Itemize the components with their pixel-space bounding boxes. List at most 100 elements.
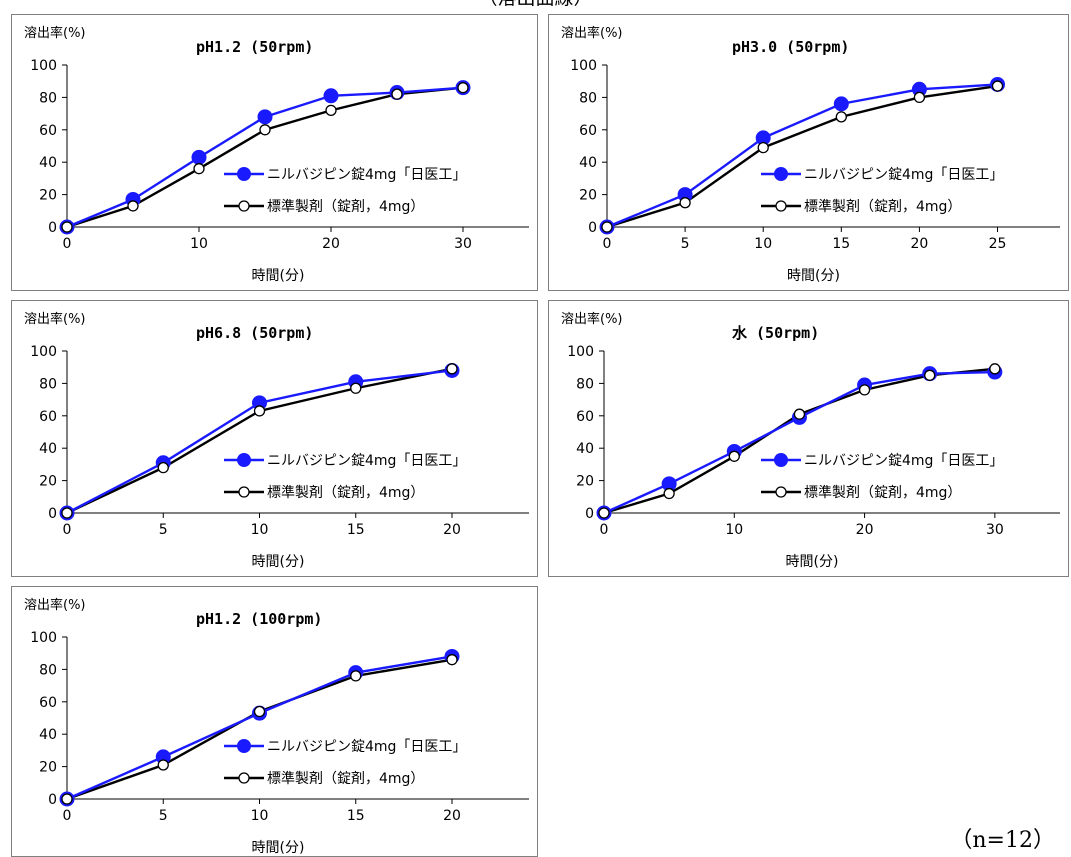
chart-svg: 溶出率(%) 水 (50rpm) 0 20 40 60 80 100 0 10 20 30 時間(分) ニ… xyxy=(561,311,1060,570)
x-tick-label: 30 xyxy=(454,236,472,252)
legend-test-marker xyxy=(774,453,788,467)
test-series-point xyxy=(191,149,207,165)
y-tick-label: 100 xyxy=(567,344,594,360)
y-tick-label: 20 xyxy=(39,474,57,490)
x-tick-label: 5 xyxy=(681,236,690,252)
y-tick-label: 40 xyxy=(39,727,57,743)
chart-panel-ph12-100rpm: 溶出率(%) pH1.2 (100rpm) 0 20 40 60 80 100 0 5 10 15 20… xyxy=(11,586,538,857)
chart-svg: 溶出率(%) pH6.8 (50rpm) 0 20 40 60 80 100 0 5 10 15 20 時… xyxy=(24,311,529,570)
x-tick-label: 15 xyxy=(347,808,365,824)
chart-title: pH6.8 (50rpm) xyxy=(196,324,313,342)
chart-title: 水 (50rpm) xyxy=(732,324,819,342)
y-tick-label: 60 xyxy=(576,409,594,425)
legend-test-label: ニルバジピン錠4mg「日医工」 xyxy=(267,167,466,183)
reference-series-point xyxy=(253,705,266,718)
x-axis-label: 時間(分) xyxy=(787,268,840,284)
x-tick-label: 30 xyxy=(986,522,1004,538)
x-tick-label: 10 xyxy=(251,522,269,538)
legend-reference-label: 標準製剤（錠剤，4mg） xyxy=(267,199,424,215)
y-tick-label: 0 xyxy=(48,220,57,236)
legend-test-marker xyxy=(774,167,788,181)
test-series-point xyxy=(323,88,339,104)
reference-series-point xyxy=(858,384,871,396)
y-tick-label: 80 xyxy=(39,662,57,678)
reference-series-point xyxy=(793,408,806,420)
x-tick-label: 20 xyxy=(910,236,928,252)
test-series-point xyxy=(833,96,849,112)
y-tick-label: 40 xyxy=(576,441,594,457)
x-tick-label: 10 xyxy=(190,236,208,252)
reference-series-point xyxy=(598,507,610,519)
x-tick-label: 25 xyxy=(989,236,1007,252)
reference-series-point xyxy=(989,363,1001,375)
chart-title: pH1.2 (100rpm) xyxy=(196,610,322,628)
y-tick-label: 80 xyxy=(579,90,597,106)
y-tick-label: 60 xyxy=(39,695,57,711)
legend-reference-marker xyxy=(775,200,787,212)
y-tick-label: 0 xyxy=(48,792,57,808)
y-tick-label: 80 xyxy=(576,376,594,392)
y-axis-label: 溶出率(%) xyxy=(561,311,623,327)
y-tick-label: 0 xyxy=(48,506,57,522)
chart-svg: 溶出率(%) pH3.0 (50rpm) 0 20 40 60 80 100 0 5 10 15 20 2… xyxy=(561,25,1060,284)
reference-series-point xyxy=(350,670,362,682)
reference-series-point xyxy=(446,363,458,375)
y-tick-label: 20 xyxy=(576,474,594,490)
legend-reference-marker xyxy=(775,486,787,498)
reference-series-point xyxy=(127,200,139,212)
y-tick-label: 60 xyxy=(579,123,597,139)
legend-reference-label: 標準製剤（錠剤，4mg） xyxy=(804,199,961,215)
x-tick-label: 15 xyxy=(832,236,850,252)
y-axis-label: 溶出率(%) xyxy=(561,25,623,41)
reference-series-point xyxy=(157,759,169,771)
reference-series-point xyxy=(325,104,337,117)
reference-series-point xyxy=(991,80,1004,92)
reference-series-point xyxy=(61,221,73,233)
x-axis-label: 時間(分) xyxy=(252,840,305,856)
reference-series-point xyxy=(350,382,362,394)
page-header: （溶出曲線） xyxy=(0,0,1071,9)
legend-reference-label: 標準製剤（錠剤，4mg） xyxy=(267,485,424,501)
reference-series-point xyxy=(157,461,169,474)
legend-test-label: ニルバジピン錠4mg「日医工」 xyxy=(267,739,466,755)
y-tick-label: 40 xyxy=(579,155,597,171)
legend-test-marker xyxy=(237,739,251,753)
y-tick-label: 20 xyxy=(39,760,57,776)
reference-series-point xyxy=(728,450,740,462)
y-tick-label: 80 xyxy=(39,90,57,106)
x-tick-label: 5 xyxy=(159,808,168,824)
x-tick-label: 20 xyxy=(322,236,340,252)
y-axis-label: 溶出率(%) xyxy=(24,311,86,327)
legend-reference-label: 標準製剤（錠剤，4mg） xyxy=(804,485,961,501)
x-tick-label: 20 xyxy=(443,522,461,538)
reference-series-point xyxy=(924,369,936,381)
y-tick-label: 100 xyxy=(30,58,57,74)
reference-series-point xyxy=(259,124,271,136)
reference-series-point xyxy=(913,91,926,104)
reference-series-point xyxy=(61,507,73,519)
reference-series-point xyxy=(61,793,73,805)
chart-title: pH1.2 (50rpm) xyxy=(196,38,313,56)
x-axis-label: 時間(分) xyxy=(252,554,305,570)
legend-reference-label: 標準製剤（錠剤，4mg） xyxy=(267,771,424,787)
legend-test-label: ニルバジピン錠4mg「日医工」 xyxy=(267,453,466,469)
x-tick-label: 5 xyxy=(159,522,168,538)
legend-test-label: ニルバジピン錠4mg「日医工」 xyxy=(804,167,1003,183)
y-axis-label: 溶出率(%) xyxy=(24,25,86,41)
reference-series-point xyxy=(663,487,675,500)
chart-panel-ph68-50rpm: 溶出率(%) pH6.8 (50rpm) 0 20 40 60 80 100 0 5 10 15 20 時… xyxy=(11,300,538,577)
x-axis-label: 時間(分) xyxy=(252,268,305,284)
y-tick-label: 20 xyxy=(579,188,597,204)
x-tick-label: 0 xyxy=(63,522,72,538)
y-tick-label: 0 xyxy=(585,506,594,522)
y-tick-label: 100 xyxy=(570,58,597,74)
x-tick-label: 0 xyxy=(63,808,72,824)
x-axis-label: 時間(分) xyxy=(786,554,839,570)
x-tick-label: 20 xyxy=(856,522,874,538)
reference-series-point xyxy=(391,88,403,100)
legend-test-marker xyxy=(237,167,251,181)
test-series-line xyxy=(606,83,998,229)
test-series-point xyxy=(257,109,273,125)
legend-test-marker xyxy=(237,453,251,467)
sample-size-note: （n=12） xyxy=(950,828,1055,853)
